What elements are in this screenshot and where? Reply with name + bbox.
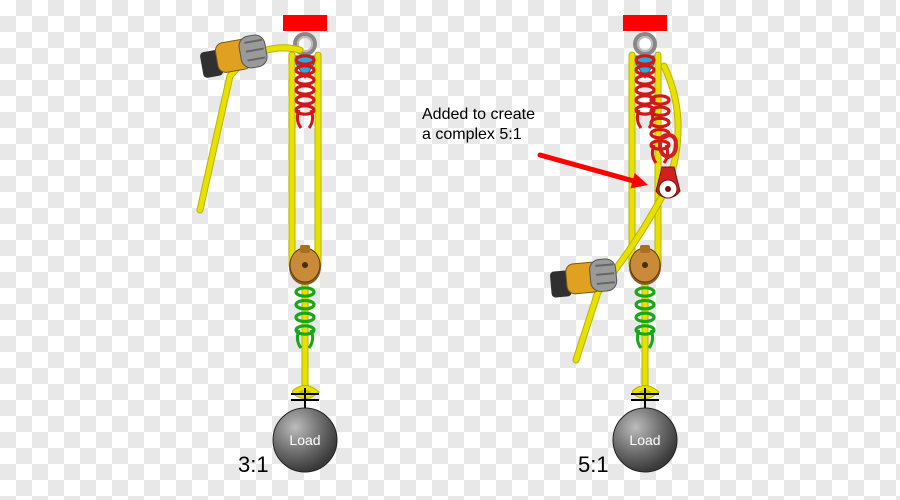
ratio-label-right: 5:1	[578, 452, 609, 478]
diagram-svg: Load Load	[0, 0, 900, 500]
ratio-label-left: 3:1	[238, 452, 269, 478]
annotation-text: Added to createa complex 5:1	[422, 105, 535, 145]
canvas: Load Load Added to createa complex 5:1 3:…	[0, 0, 900, 500]
svg-text:Load: Load	[629, 432, 660, 448]
svg-text:Load: Load	[289, 432, 320, 448]
